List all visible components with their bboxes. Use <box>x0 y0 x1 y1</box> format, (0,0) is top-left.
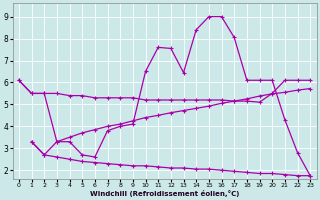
X-axis label: Windchill (Refroidissement éolien,°C): Windchill (Refroidissement éolien,°C) <box>90 190 239 197</box>
